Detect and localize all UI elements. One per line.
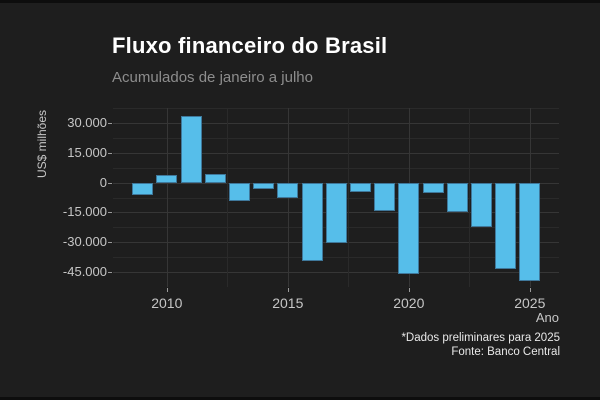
bar-2011 [180,116,202,183]
gridline-minor-h [113,108,559,109]
caption-source: Fonte: Banco Central [451,346,560,358]
bar-2016 [301,182,323,262]
y-tick-label: -15.000 [62,204,107,220]
y-tick-label: -30.000 [62,234,107,250]
x-axis-title: Ano [535,310,559,325]
bar-2024 [495,182,517,270]
y-tick-mark [108,242,112,244]
gridline-minor-h [113,257,559,259]
y-tick-mark [108,182,112,184]
caption-note: *Dados preliminares para 2025 [401,332,560,344]
chart-title: Fluxo financeiro do Brasil [112,33,388,58]
bar-2022 [446,182,468,213]
gridline-major-v [166,108,168,287]
x-tick-mark [529,288,531,292]
y-tick-mark [108,122,112,124]
bar-2020 [398,182,420,274]
x-tick-label: 2010 [151,295,183,311]
top-border-strip [0,0,600,3]
gridline-minor-h [113,167,559,169]
gridline-minor-h [113,137,559,139]
plot-area [113,108,559,287]
bar-2017 [325,182,347,244]
gridline-major-h [113,272,559,274]
bar-2015 [277,182,299,199]
bar-2021 [422,182,444,194]
gridline-major-h [113,152,559,154]
x-tick-mark [166,288,168,292]
bar-2025 [519,182,541,282]
gridline-minor-v [348,108,350,287]
bottom-border-strip [0,397,600,400]
y-tick-label: 0 [99,174,107,190]
chart-subtitle: Acumulados de janeiro a julho [112,69,313,86]
y-tick-label: 15.000 [67,144,107,160]
bar-2023 [470,182,492,228]
x-tick-label: 2020 [393,295,425,311]
x-tick-mark [287,288,289,292]
y-tick-mark [108,152,112,154]
gridline-major-h [113,122,559,124]
x-tick-mark [408,288,410,292]
gridline-minor-v [227,108,229,287]
bar-2019 [374,182,396,212]
bar-2010 [156,175,178,183]
bar-2014 [253,182,275,189]
y-tick-mark [108,272,112,274]
bar-2013 [228,182,250,201]
y-tick-label: 30.000 [67,114,107,130]
y-tick-label: -45.000 [62,264,107,280]
x-tick-label: 2025 [514,295,546,311]
gridline-minor-v [469,108,471,287]
bar-2012 [204,174,226,183]
y-tick-mark [108,212,112,214]
bar-2018 [349,182,371,193]
x-tick-label: 2015 [272,295,304,311]
bar-2009 [132,182,154,196]
caption: *Dados preliminares para 2025 Fonte: Ban… [401,331,560,359]
